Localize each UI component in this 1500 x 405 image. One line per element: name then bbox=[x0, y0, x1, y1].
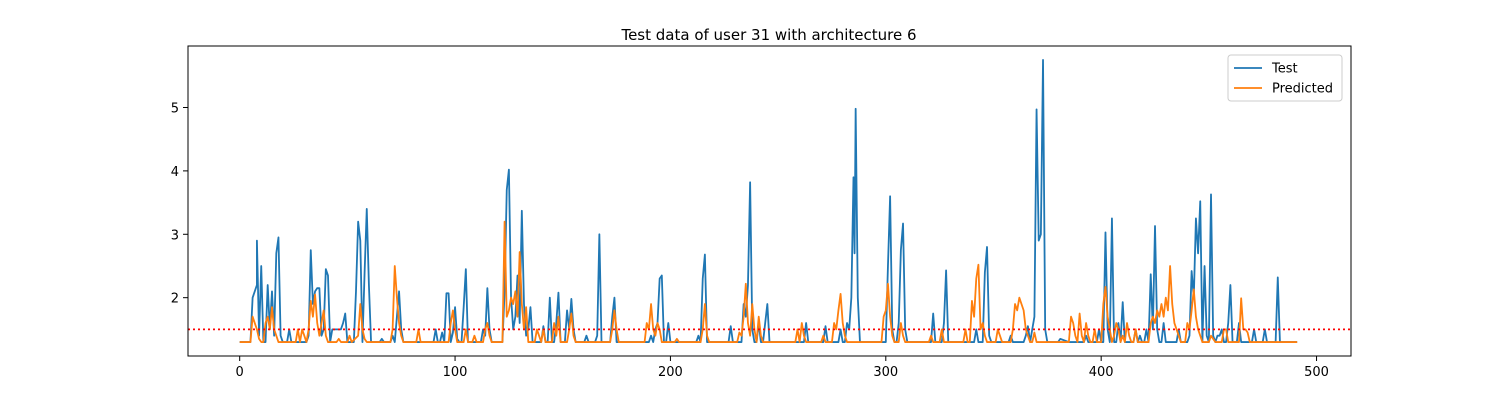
x-tick-label: 500 bbox=[1304, 365, 1329, 380]
legend-label-predicted: Predicted bbox=[1272, 82, 1333, 97]
y-tick-label: 3 bbox=[171, 228, 179, 243]
legend-box bbox=[1227, 54, 1343, 102]
x-tick-label: 200 bbox=[658, 365, 683, 380]
series-group bbox=[188, 59, 1351, 343]
axes-frame bbox=[187, 45, 1352, 357]
y-tick-label: 2 bbox=[171, 292, 179, 307]
series-line-predicted bbox=[239, 220, 1298, 343]
x-tick-label: 100 bbox=[443, 365, 468, 380]
plot-area bbox=[188, 59, 1351, 343]
x-tick-label: 400 bbox=[1089, 365, 1114, 380]
axes: 0 100 200 300 400 500 2 3 4 5 bbox=[171, 45, 1352, 380]
legend: Test Predicted bbox=[1227, 54, 1343, 102]
legend-label-test: Test bbox=[1271, 62, 1298, 77]
y-tick-label: 5 bbox=[171, 101, 179, 116]
x-tick-label: 0 bbox=[236, 365, 244, 380]
chart-title: Test data of user 31 with architecture 6 bbox=[620, 26, 916, 44]
x-tick-label: 300 bbox=[873, 365, 898, 380]
y-tick-label: 4 bbox=[171, 165, 179, 180]
